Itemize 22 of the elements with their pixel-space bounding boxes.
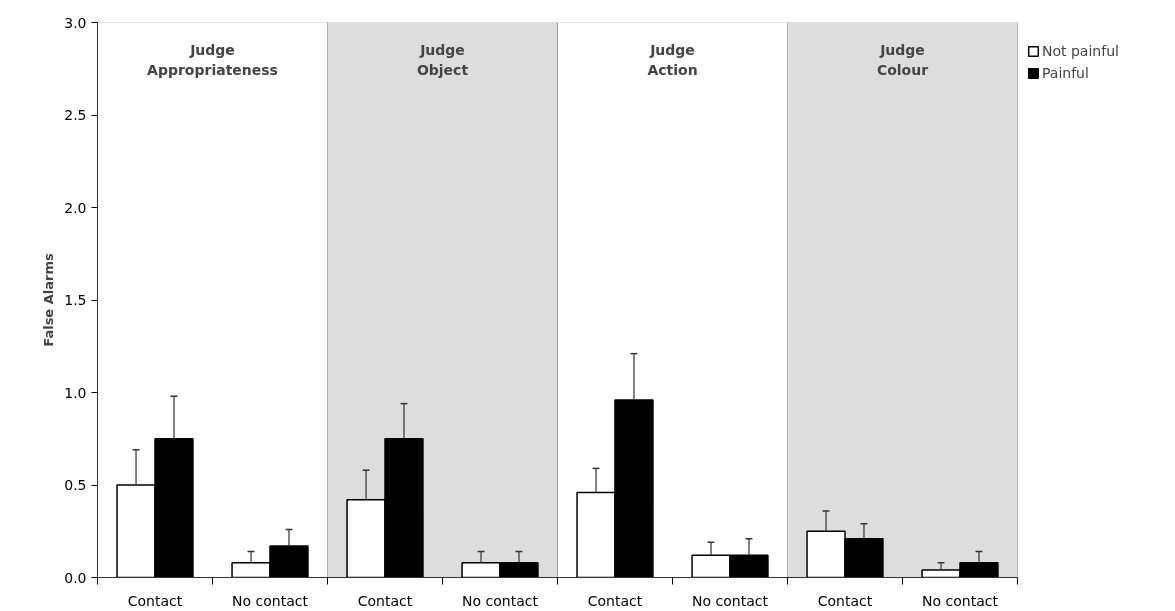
annotation: Judge Action [647, 41, 698, 78]
annotation: Judge Colour [876, 41, 929, 78]
legend-label: Painful [1042, 65, 1089, 81]
y-tick-label: 0.0 [64, 569, 87, 586]
y-tick-label: 1.0 [64, 384, 87, 401]
y-tick-label: 2.5 [64, 107, 87, 123]
y-tick-label: 2.0 [64, 199, 87, 216]
y-tick-label: 0.5 [64, 477, 87, 493]
x-tick-label: No contact [922, 592, 999, 609]
x-tick-label: Contact [587, 592, 643, 609]
x-tick-label: No contact [462, 592, 539, 609]
x-tick-label: Contact [127, 592, 183, 609]
x-tick-label: Contact [817, 592, 873, 609]
y-axis-title: False Alarms [41, 253, 57, 347]
x-tick-label: Contact [357, 592, 413, 609]
annotation: Judge Appropriateness [147, 41, 278, 78]
annotation: Judge Object [416, 41, 469, 78]
x-tick-label: No contact [232, 592, 309, 609]
y-tick-label: 1.5 [64, 292, 87, 308]
legend-label: Not painful [1042, 43, 1119, 59]
x-tick-label: No contact [692, 592, 769, 609]
y-tick-label: 3.0 [64, 14, 87, 31]
